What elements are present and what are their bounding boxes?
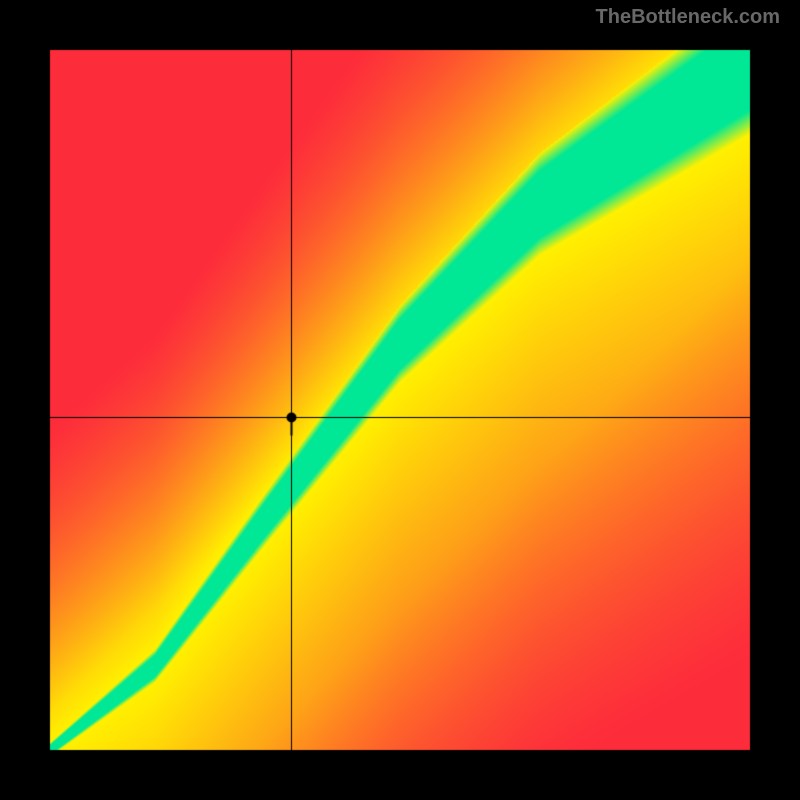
- heatmap-canvas: [0, 0, 800, 800]
- watermark-text: TheBottleneck.com: [596, 6, 780, 29]
- chart-container: TheBottleneck.com: [0, 0, 800, 800]
